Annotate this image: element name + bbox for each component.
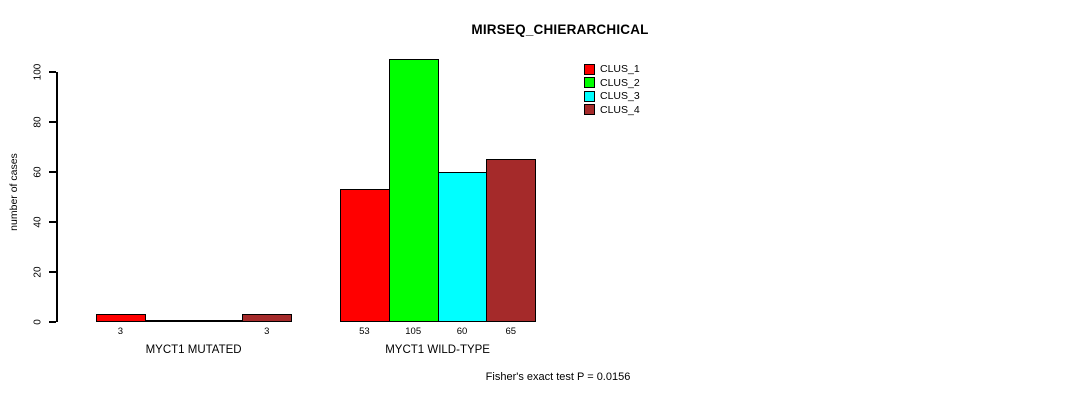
legend-item-clus_2: CLUS_2: [584, 77, 640, 90]
y-tick-mark: [49, 71, 56, 73]
legend: CLUS_1 CLUS_2 CLUS_3 CLUS_4: [584, 63, 640, 116]
y-tick-label: 80: [32, 116, 44, 128]
legend-item-clus_1: CLUS_1: [584, 63, 640, 76]
bar-value-label: 3: [264, 326, 270, 337]
bar-clus_3-1: [193, 320, 244, 322]
y-tick-mark: [49, 271, 56, 273]
bar-clus_1-1: [96, 314, 146, 322]
y-tick-label: 60: [32, 166, 44, 178]
bar-clus_4-2: [486, 159, 537, 322]
legend-item-clus_4: CLUS_4: [584, 104, 640, 117]
legend-swatch-clus_1: [584, 63, 595, 75]
bar-value-label: 53: [359, 326, 370, 337]
legend-swatch-clus_4: [584, 104, 595, 116]
y-tick-mark: [49, 121, 56, 123]
category-label: MYCT1 MUTATED: [145, 344, 242, 356]
y-tick-mark: [49, 171, 56, 173]
bar-clus_3-2: [437, 172, 488, 322]
bar-value-label: 65: [505, 326, 517, 337]
y-tick-label: 40: [32, 216, 44, 228]
bar-clus_2-2: [388, 59, 439, 322]
fisher-test-annotation: Fisher's exact test P = 0.0156: [485, 371, 631, 383]
bar-clus_2-1: [144, 320, 195, 322]
legend-swatch-clus_3: [584, 90, 595, 102]
legend-item-clus_3: CLUS_3: [584, 90, 640, 103]
legend-label: CLUS_4: [600, 103, 640, 116]
y-tick-label: 0: [32, 319, 44, 325]
y-tick-label: 100: [32, 63, 44, 81]
y-tick-mark: [49, 321, 56, 323]
category-label: MYCT1 WILD-TYPE: [385, 344, 490, 356]
bar-value-label: 60: [456, 326, 468, 337]
y-tick-label: 20: [32, 266, 44, 278]
bar-clus_1-2: [340, 189, 390, 322]
legend-swatch-clus_2: [584, 77, 595, 89]
legend-label: CLUS_1: [600, 63, 640, 76]
chart-title: MIRSEQ_CHIERARCHICAL: [471, 22, 649, 37]
y-axis-title: number of cases: [8, 153, 20, 231]
y-axis-line: [56, 72, 58, 322]
y-tick-mark: [49, 221, 56, 223]
bar-clus_4-1: [242, 314, 293, 322]
bar-value-label: 105: [405, 326, 422, 337]
legend-label: CLUS_2: [600, 76, 640, 89]
bar-value-label: 3: [117, 326, 124, 337]
legend-label: CLUS_3: [600, 90, 640, 103]
